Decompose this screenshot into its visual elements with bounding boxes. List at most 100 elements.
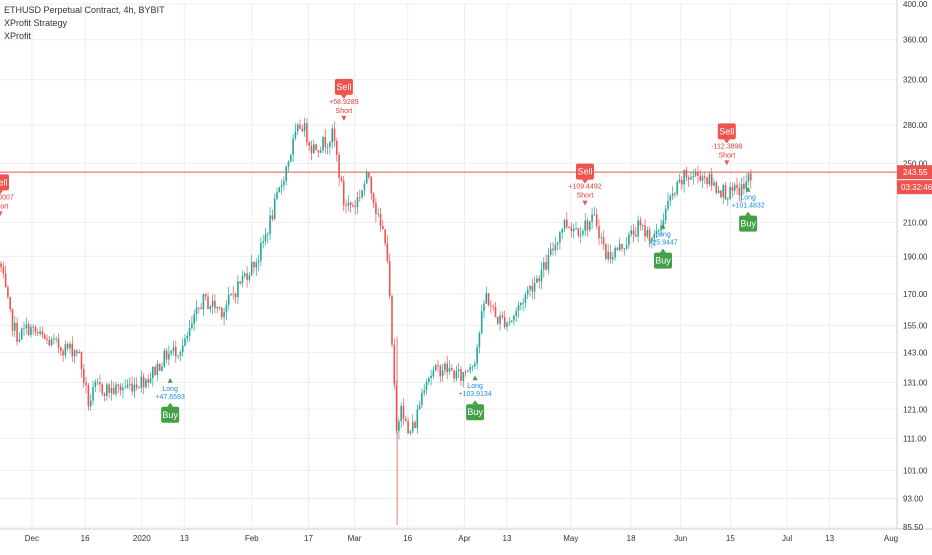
candle-body: [540, 269, 543, 282]
signal-value-label: +101.4832: [731, 203, 764, 210]
candle-body: [218, 307, 221, 309]
candle-body: [158, 363, 161, 371]
candle-body: [131, 383, 133, 392]
candle-body: [497, 316, 499, 324]
candle-body: [41, 331, 44, 335]
candle-body: [506, 322, 508, 328]
chart-legend: ETHUSD Perpetual Contract, 4h, BYBIT XPr…: [4, 4, 165, 43]
buy-signal[interactable]: Long+25.9447 Buy: [648, 223, 678, 269]
candle-body: [662, 220, 665, 226]
candle-body: [646, 229, 649, 237]
candle-body: [733, 184, 736, 191]
buy-badge: [654, 252, 672, 269]
price-tick-label: 155.00: [903, 321, 928, 330]
buy-badge-label: Buy: [655, 256, 671, 266]
buy-signal[interactable]: Long+47.6593 Buy: [155, 377, 185, 423]
candle-body: [515, 310, 517, 316]
candle-body: [147, 379, 149, 383]
candle-body: [591, 214, 593, 222]
candle-body: [480, 311, 483, 334]
time-tick-label: 2020: [133, 534, 151, 543]
price-tick-label: 400.00: [903, 0, 928, 9]
candle-body: [577, 228, 580, 236]
candle-body: [285, 166, 287, 182]
legend-indicator[interactable]: XProfit: [4, 31, 32, 41]
candle-body: [331, 128, 333, 143]
candle-body: [170, 351, 172, 354]
candle-body: [407, 421, 409, 434]
candle-body: [584, 220, 586, 231]
candle-body: [632, 230, 635, 235]
candle-body: [738, 187, 741, 196]
price-tick-label: 320.00: [903, 76, 928, 85]
candle-body: [299, 124, 301, 129]
candle-body: [204, 293, 207, 297]
countdown-label-bg: [897, 180, 932, 195]
candle-body: [23, 327, 25, 329]
candle-body: [531, 285, 534, 292]
candle-body: [612, 257, 614, 260]
legend-strategy[interactable]: XProfit Strategy: [4, 18, 68, 28]
candle-body: [365, 171, 368, 184]
buy-badge-label: Buy: [162, 410, 178, 420]
candle-body: [370, 177, 373, 194]
candle-body: [391, 295, 393, 345]
signal-value-label: +58.9289: [329, 99, 358, 106]
sell-signal[interactable]: Short +109.4492 Sell: [568, 163, 602, 206]
signal-value-label: -112.3898: [711, 143, 742, 150]
signal-value-label: +103.9134: [458, 391, 491, 398]
candle-body: [237, 281, 239, 298]
candle-body: [172, 346, 175, 352]
buy-signal[interactable]: Long+101.4832 Buy: [731, 186, 765, 232]
sell-signal[interactable]: Short +58.9289 Sell: [329, 78, 359, 121]
candle-body: [434, 364, 437, 371]
buy-signal[interactable]: Long+103.9134 Buy: [458, 375, 492, 421]
candle-body: [232, 293, 235, 295]
candle-body: [740, 183, 743, 196]
legend-symbol[interactable]: ETHUSD Perpetual Contract, 4h, BYBIT: [4, 5, 165, 15]
candle-body: [653, 234, 655, 239]
sell-signal[interactable]: Short -16.0007 Sell: [0, 174, 14, 217]
candle-body: [110, 387, 113, 393]
candle-body: [119, 385, 122, 391]
candle-body: [501, 315, 504, 318]
time-tick-label: May: [563, 534, 578, 543]
candle-body: [214, 300, 216, 309]
candle-body: [667, 200, 669, 209]
candle-body: [478, 333, 481, 348]
candle-body: [568, 226, 570, 228]
sell-signal[interactable]: Short -112.3898 Sell: [711, 123, 742, 166]
candle-body: [664, 208, 667, 221]
candle-body: [522, 302, 524, 304]
candle-body: [184, 338, 186, 346]
candle-body: [253, 261, 255, 268]
price-axis-bg[interactable]: [897, 0, 932, 550]
badge-pointer-icon: [745, 211, 752, 216]
candle-body: [37, 332, 39, 334]
time-tick-label: Mar: [348, 534, 362, 543]
candle-body: [234, 293, 237, 298]
candle-body: [156, 363, 159, 376]
candle-body: [411, 422, 414, 432]
candle-body: [526, 289, 529, 295]
candle-body: [324, 137, 327, 148]
time-tick-label: Apr: [458, 534, 471, 543]
candle-body: [708, 174, 711, 185]
candle-body: [267, 234, 269, 235]
candle-body: [273, 198, 276, 219]
candle-body: [533, 282, 536, 292]
candle-body: [441, 370, 444, 377]
candle-body: [570, 227, 573, 232]
candle-body: [674, 193, 676, 195]
candle-body: [556, 242, 559, 245]
price-tick-label: 143.00: [903, 349, 928, 358]
candle-body: [641, 225, 644, 226]
candle-body: [227, 294, 230, 305]
candle-body: [471, 366, 474, 368]
signal-side-label: Short: [718, 152, 735, 159]
candle-body: [386, 243, 389, 262]
candle-body: [736, 184, 738, 188]
candle-body: [494, 307, 497, 317]
